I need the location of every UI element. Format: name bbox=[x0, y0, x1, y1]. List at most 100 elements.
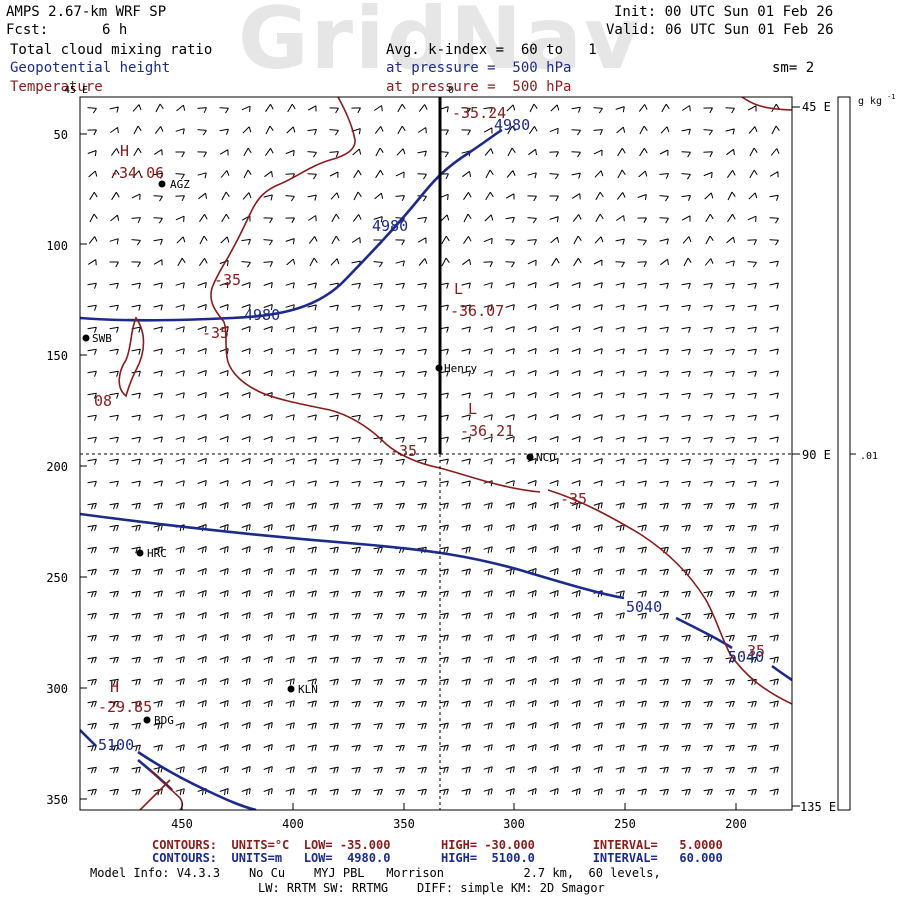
low-mark-letter: L bbox=[468, 400, 477, 418]
station-label: HRC bbox=[147, 547, 167, 560]
station-marker bbox=[526, 453, 534, 461]
station-marker bbox=[287, 685, 295, 693]
low-mark-letter: L bbox=[454, 280, 463, 298]
x-tick-label: 200 bbox=[725, 817, 747, 831]
init-time: Init: 00 UTC Sun 01 Feb 26 bbox=[614, 4, 834, 20]
lon-label-45e: 45 E bbox=[802, 100, 831, 114]
footer-physics: LW: RRTM SW: RRTMG DIFF: simple KM: 2D S… bbox=[258, 881, 605, 895]
height-contour-5040-edge bbox=[771, 664, 792, 682]
station-label: NCO bbox=[536, 451, 556, 464]
y-tick-label: 50 bbox=[54, 128, 68, 142]
height-contour-5040-east bbox=[675, 616, 733, 650]
temp-label: -35 bbox=[214, 271, 241, 289]
station-marker bbox=[136, 549, 144, 557]
y-tick-label: 250 bbox=[46, 571, 68, 585]
pressure-marks: H -34.06 L -36.07 L -36.21 H -29.85 bbox=[98, 142, 514, 716]
field-cloud-mixing: Total cloud mixing ratio bbox=[10, 42, 213, 58]
field-geopotential-level: at pressure = 500 hPa bbox=[386, 60, 572, 76]
temp-label: -35.24 bbox=[452, 104, 506, 122]
height-contour-5100 bbox=[80, 729, 97, 747]
colorbar bbox=[837, 96, 856, 811]
y-tick-label: 300 bbox=[46, 682, 68, 696]
valid-time: Valid: 06 UTC Sun 01 Feb 26 bbox=[606, 22, 834, 38]
high-mark-value: -34.06 bbox=[110, 164, 164, 182]
height-contours bbox=[80, 128, 792, 810]
temp-contour-top-right bbox=[741, 97, 792, 111]
lon-label-top: 0 bbox=[448, 85, 454, 96]
temp-label: -35 bbox=[390, 442, 417, 460]
temperature-contours bbox=[118, 97, 792, 810]
y-tick-label: 150 bbox=[46, 349, 68, 363]
smoothing-label: sm= 2 bbox=[772, 60, 815, 76]
station-label: KLN bbox=[298, 683, 318, 696]
high-mark-value: -29.85 bbox=[98, 698, 152, 716]
x-tick-label: 400 bbox=[282, 817, 304, 831]
field-cloud-level: Avg. k-index = 60 to 1 bbox=[386, 42, 597, 58]
field-temperature-level: at pressure = 500 hPa bbox=[386, 79, 572, 95]
forecast-label: Fcst: bbox=[6, 22, 49, 38]
temp-label: -35 bbox=[202, 324, 229, 342]
low-mark-value: -36.07 bbox=[450, 302, 504, 320]
station-label: SWB bbox=[92, 332, 112, 345]
station-marker bbox=[143, 716, 151, 724]
longitude-labels: 45 E 90 E 135 E 0 45 E bbox=[64, 85, 836, 814]
y-tick-label: 350 bbox=[46, 793, 68, 807]
colorbar-tick: .01 bbox=[860, 451, 878, 462]
y-tick-label: 100 bbox=[46, 239, 68, 253]
forecast-value: 6 h bbox=[102, 22, 128, 38]
station-marker bbox=[82, 334, 90, 342]
temp-contour-east bbox=[547, 489, 792, 705]
footer-height-contours: CONTOURS: UNITS=m LOW= 4980.0 HIGH= 5100… bbox=[152, 851, 723, 865]
x-axis-labels: 450 400 350 300 250 200 bbox=[171, 817, 747, 831]
height-contour-5100-low bbox=[137, 750, 257, 810]
station-label: Henry bbox=[444, 362, 477, 375]
height-labels: 4980 4980 4980 5040 5040 5100 bbox=[98, 116, 764, 754]
x-tick-label: 300 bbox=[503, 817, 525, 831]
temp-contour-loop bbox=[118, 316, 145, 398]
high-mark-letter: H bbox=[110, 678, 119, 696]
high-mark-letter: H bbox=[120, 142, 129, 160]
footer-temp-contours: CONTOURS: UNITS=°C LOW= -35.000 HIGH= -3… bbox=[152, 838, 723, 852]
wind-barbs bbox=[87, 103, 780, 796]
temp-label: -35 bbox=[560, 490, 587, 508]
temp-contour-south bbox=[139, 779, 171, 810]
height-label: 5040 bbox=[728, 648, 764, 666]
temperature-labels: -35.24 -35 -35 -35 -35 -35 08 bbox=[94, 104, 765, 660]
watermark: GridNav bbox=[238, 0, 643, 89]
lon-label-135e: 135 E bbox=[800, 800, 836, 814]
temp-contour-north bbox=[210, 97, 541, 493]
lon-label-90e: 90 E bbox=[802, 448, 831, 462]
x-tick-label: 350 bbox=[393, 817, 415, 831]
y-axis-labels: 50 100 150 200 250 300 350 bbox=[46, 128, 68, 807]
footer-model-info: Model Info: V4.3.3 No Cu MYJ PBL Morriso… bbox=[90, 866, 661, 880]
colorbar-box bbox=[837, 96, 851, 811]
field-temperature: Temperature bbox=[10, 79, 103, 95]
colorbar-units: g kg bbox=[858, 96, 882, 107]
reference-lines bbox=[80, 453, 792, 810]
height-label: 4980 bbox=[244, 306, 280, 324]
axis-ticks bbox=[80, 106, 800, 810]
stations: AGZ SWB Henry NCO HRC KLN BDG bbox=[82, 178, 556, 727]
height-contour-4980-north bbox=[80, 128, 503, 322]
temp-label: 08 bbox=[94, 392, 112, 410]
height-label: 5040 bbox=[626, 598, 662, 616]
field-geopotential: Geopotential height bbox=[10, 60, 171, 76]
model-title: AMPS 2.67-km WRF SP bbox=[6, 4, 167, 20]
station-label: BDG bbox=[154, 714, 174, 727]
colorbar-units-exponent: -1 bbox=[887, 93, 895, 101]
station-marker bbox=[435, 364, 443, 372]
height-label: 4980 bbox=[372, 217, 408, 235]
height-label: 4980 bbox=[494, 116, 530, 134]
station-label: AGZ bbox=[170, 178, 190, 191]
y-tick-label: 200 bbox=[46, 460, 68, 474]
x-tick-label: 450 bbox=[171, 817, 193, 831]
height-contour-5040 bbox=[80, 512, 625, 600]
low-mark-value: -36.21 bbox=[460, 422, 514, 440]
x-tick-label: 250 bbox=[614, 817, 636, 831]
station-marker bbox=[158, 180, 166, 188]
wind-barb-field bbox=[87, 103, 780, 796]
temp-label: -35 bbox=[738, 642, 765, 660]
lon-label-left: 45 E bbox=[64, 85, 88, 96]
height-label: 5100 bbox=[98, 736, 134, 754]
